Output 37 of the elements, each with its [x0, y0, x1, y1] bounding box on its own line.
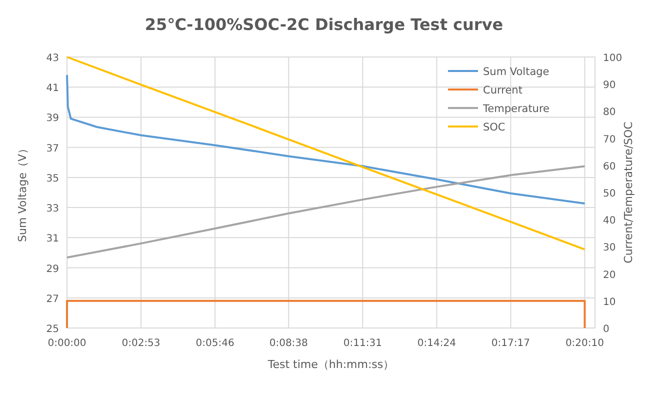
- legend-label: SOC: [483, 122, 506, 134]
- y2-tick-label: 30: [603, 242, 616, 254]
- y-tick-label: 31: [46, 234, 59, 245]
- y-tick-label: 27: [46, 294, 59, 305]
- y-tick-label: 41: [46, 83, 59, 94]
- y2-tick-label: 100: [603, 53, 622, 64]
- y-tick-label: 37: [46, 143, 59, 154]
- legend-label: Current: [483, 84, 522, 96]
- y2-tick-label: 50: [603, 188, 616, 200]
- chart-title: 25℃-100%SOC-2C Discharge Test curve: [144, 15, 504, 34]
- y-tick-label: 25: [46, 324, 59, 335]
- legend-label: Temperature: [482, 103, 550, 115]
- y-tick-label: 29: [46, 264, 59, 275]
- x-axis-title: Test time（hh:mm:ss）: [266, 358, 394, 371]
- y2-axis-title: Current/Temperature/SOC: [622, 121, 635, 264]
- y-axis-title: Sum Voltage（V）: [16, 143, 29, 242]
- y2-tick-label: 90: [603, 80, 616, 92]
- x-tick-label: 0:05:46: [196, 338, 234, 349]
- y-tick-label: 43: [46, 53, 59, 64]
- y2-tick-label: 60: [603, 161, 616, 172]
- y2-tick-label: 40: [603, 216, 616, 227]
- y-tick-label: 39: [46, 113, 59, 124]
- y-tick-label: 35: [46, 173, 59, 184]
- x-tick-label: 0:02:53: [122, 338, 160, 349]
- x-tick-label: 0:17:17: [491, 338, 530, 349]
- y2-tick-label: 0: [603, 324, 610, 335]
- y-tick-label: 33: [46, 204, 59, 215]
- y2-tick-label: 20: [603, 270, 616, 281]
- x-tick-label: 0:11:31: [343, 338, 382, 349]
- legend-label: Sum Voltage: [483, 66, 550, 78]
- y2-tick-label: 80: [603, 107, 616, 118]
- x-tick-label: 0:14:24: [417, 338, 456, 349]
- x-tick-label: 0:20:10: [565, 338, 604, 349]
- x-tick-label: 0:08:38: [269, 338, 308, 349]
- y2-tick-label: 70: [603, 134, 616, 146]
- x-tick-label: 0:00:00: [48, 338, 86, 349]
- y2-tick-label: 10: [603, 296, 616, 308]
